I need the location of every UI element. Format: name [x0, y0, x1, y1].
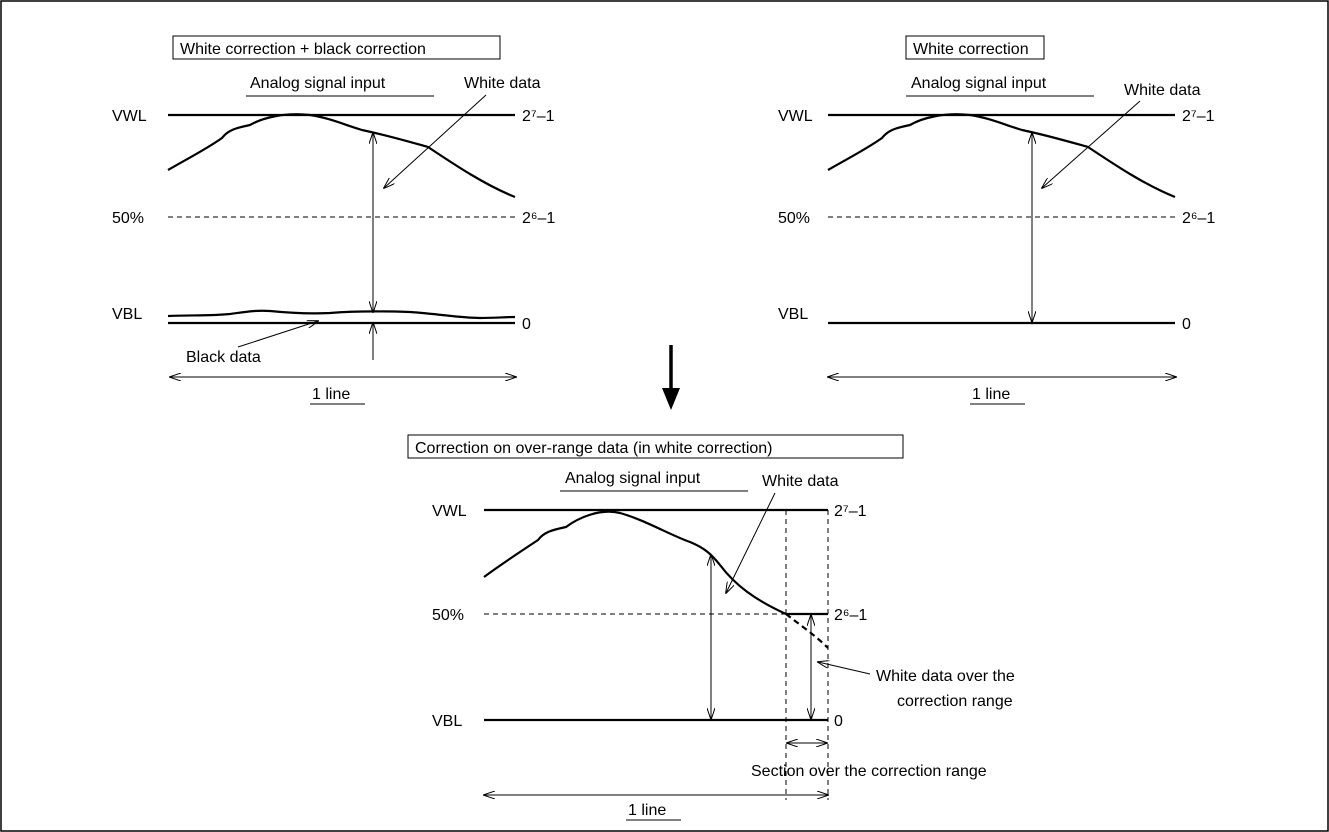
section-label: Section over the correction range — [751, 763, 987, 780]
analog-signal-label: Analog signal input — [911, 75, 1047, 92]
panel-title: Correction on over-range data (in white … — [415, 440, 773, 457]
signal-curve — [483, 510, 787, 616]
signal-curve — [827, 113, 1176, 199]
level-top-label: 2⁷–1 — [834, 503, 867, 520]
black-data-pointer — [237, 321, 318, 348]
white-data-label: White data — [1124, 82, 1201, 99]
analog-signal-label: Analog signal input — [565, 470, 701, 487]
one-line-label: 1 line — [312, 386, 350, 403]
over-range-pointer — [818, 662, 871, 675]
vbl-label: VBL — [432, 713, 462, 730]
vbl-label: VBL — [778, 306, 808, 323]
one-line-label: 1 line — [628, 802, 666, 819]
level-mid-label: 2⁶–1 — [522, 210, 555, 227]
analog-signal-label: Analog signal input — [250, 75, 386, 92]
pct50-label: 50% — [432, 607, 464, 624]
pct50-label: 50% — [778, 210, 810, 227]
over-range-label-line2: correction range — [897, 693, 1013, 710]
transition-arrow — [662, 345, 680, 410]
panel-title-box — [172, 35, 501, 60]
level-top-label: 2⁷–1 — [1182, 108, 1215, 125]
level-zero-label: 0 — [834, 713, 843, 730]
panel-white-black-correction: White correction + black correction Anal… — [112, 35, 555, 405]
over-range-curve — [785, 613, 829, 649]
panel-over-range-correction: Correction on over-range data (in white … — [407, 434, 1015, 821]
panel-title-box — [905, 35, 1045, 60]
panel-title: White correction + black correction — [180, 41, 426, 58]
panel-title-box — [407, 434, 904, 459]
one-line-label: 1 line — [972, 386, 1010, 403]
white-data-pointer — [726, 492, 776, 593]
vbl-label: VBL — [112, 306, 142, 323]
level-zero-label: 0 — [1182, 316, 1191, 333]
white-data-pointer — [384, 94, 487, 188]
level-mid-label: 2⁶–1 — [1182, 210, 1215, 227]
panel-white-correction: White correction Analog signal input Whi… — [778, 35, 1215, 405]
pct50-label: 50% — [112, 210, 144, 227]
down-arrow-head — [662, 388, 680, 410]
black-data-label: Black data — [186, 349, 261, 366]
vwl-label: VWL — [778, 108, 813, 125]
level-top-label: 2⁷–1 — [522, 108, 555, 125]
black-data-curve — [167, 309, 516, 320]
panel-title: White correction — [913, 41, 1029, 58]
vwl-label: VWL — [432, 503, 467, 520]
white-data-label: White data — [762, 473, 839, 490]
white-data-label: White data — [464, 75, 541, 92]
over-range-label-line1: White data over the — [876, 668, 1015, 685]
vwl-label: VWL — [112, 108, 147, 125]
level-mid-label: 2⁶–1 — [834, 607, 867, 624]
level-zero-label: 0 — [522, 316, 531, 333]
signal-curve — [167, 113, 516, 199]
